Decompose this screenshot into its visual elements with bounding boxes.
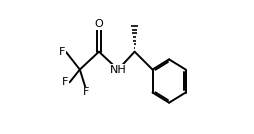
Text: F: F xyxy=(58,47,65,57)
Text: F: F xyxy=(62,77,69,87)
Text: F: F xyxy=(83,87,89,97)
Text: NH: NH xyxy=(110,65,126,75)
Text: O: O xyxy=(94,19,103,29)
